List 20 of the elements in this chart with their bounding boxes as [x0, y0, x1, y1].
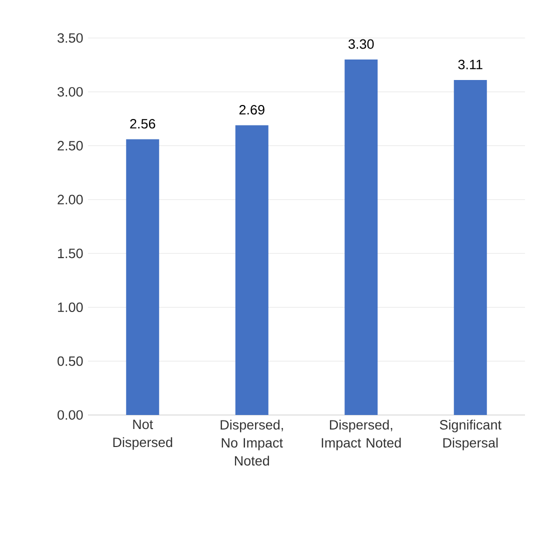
- data-label: 3.30: [348, 39, 374, 49]
- bar: [126, 139, 160, 415]
- x-tick-label: Dispersed, No Impact Noted: [220, 420, 283, 466]
- data-label: 2.56: [130, 118, 156, 129]
- x-tick-label: Significant Dispersal: [440, 420, 502, 450]
- y-tick-label: 3.00: [58, 87, 83, 97]
- y-tick-label: 1.50: [58, 248, 83, 258]
- bar: [344, 60, 378, 415]
- y-tick-label: 2.50: [58, 140, 83, 150]
- y-tick-label: 0.50: [58, 356, 83, 366]
- y-tick-label: 0.00: [58, 410, 83, 420]
- y-tick-label: 1.00: [58, 302, 83, 312]
- bar: [235, 125, 268, 415]
- x-tick-label: Dispersed, Impact Noted: [322, 420, 401, 450]
- y-tick-label: 2.00: [58, 194, 83, 204]
- data-label: 2.69: [239, 104, 264, 115]
- bar: [454, 80, 487, 415]
- data-label: 3.11: [458, 60, 482, 70]
- x-tick-label: Not Dispersed: [113, 420, 172, 450]
- y-tick-label: 3.50: [58, 33, 83, 43]
